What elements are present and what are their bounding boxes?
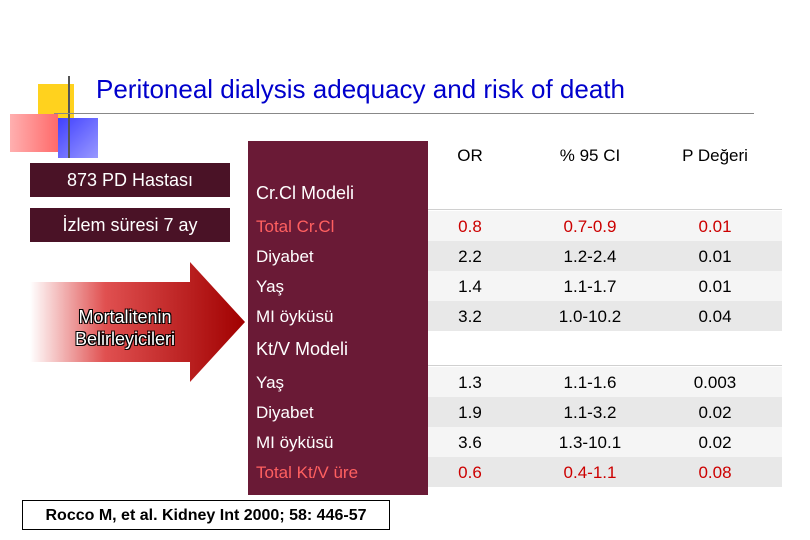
column-header: % 95 CI (559, 146, 621, 165)
table-row (428, 271, 782, 301)
row-label: Yaş (256, 373, 285, 392)
title-underline (54, 113, 754, 114)
table-row (428, 397, 782, 427)
cell-ci: 1.1-1.6 (563, 373, 617, 392)
decor-blue-square (58, 118, 98, 158)
table-row (428, 241, 782, 271)
cell-p: 0.01 (698, 217, 732, 236)
cell-p: 0.04 (698, 307, 732, 326)
arrow-label-line2: Belirleyicileri (74, 329, 176, 349)
cell-or: 3.2 (458, 307, 482, 326)
patient-count-box: 873 PD Hastası (30, 163, 230, 197)
row-label: Diyabet (256, 403, 314, 422)
cell-p: 0.01 (698, 247, 732, 266)
decor-vertical-line (68, 76, 70, 158)
table-row (428, 211, 782, 241)
row-label: Yaş (256, 277, 285, 296)
arrow-icon (30, 262, 245, 382)
table-row (428, 367, 782, 397)
cell-ci: 1.3-10.1 (558, 433, 622, 452)
row-label: MI öyküsü (256, 307, 334, 326)
table-row (428, 301, 782, 331)
row-label: Total Cr.Cl (256, 217, 335, 236)
cell-ci: 1.2-2.4 (563, 247, 617, 266)
cell-or: 1.4 (458, 277, 482, 296)
cell-or: 1.3 (458, 373, 482, 392)
cell-p: 0.01 (698, 277, 732, 296)
model-header: Cr.Cl Modeli (248, 177, 428, 209)
followup-box: İzlem süresi 7 ay (30, 208, 230, 242)
model-header: Kt/V Modeli (248, 333, 428, 365)
decor-pink-square (10, 114, 58, 152)
cell-p: 0.02 (698, 433, 732, 452)
cell-p: 0.02 (698, 403, 732, 422)
column-header: P Değeri (682, 146, 748, 165)
row-label: Total Kt/V üre (256, 463, 359, 482)
table-row (428, 457, 782, 487)
cell-ci: 1.1-1.7 (563, 277, 617, 296)
model-band (428, 333, 782, 366)
cell-or: 0.6 (458, 463, 482, 482)
cell-ci: 0.7-0.9 (563, 217, 617, 236)
citation: Rocco M, et al. Kidney Int 2000; 58: 446… (22, 500, 390, 530)
arrow-label-line1: Mortalitenin (78, 307, 172, 327)
cell-p: 0.003 (693, 373, 737, 392)
cell-ci: 1.0-10.2 (558, 307, 622, 326)
cell-p: 0.08 (698, 463, 732, 482)
cell-or: 2.2 (458, 247, 482, 266)
cell-ci: 1.1-3.2 (563, 403, 617, 422)
cell-or: 3.6 (458, 433, 482, 452)
arrow-label: Mortalitenin Belirleyicileri (40, 306, 210, 350)
cell-ci: 0.4-1.1 (563, 463, 617, 482)
row-label: Diyabet (256, 247, 314, 266)
cell-or: 0.8 (458, 217, 482, 236)
model-band (428, 177, 782, 210)
row-label: MI öyküsü (256, 433, 334, 452)
column-header: OR (457, 146, 483, 165)
cell-or: 1.9 (458, 403, 482, 422)
table-row (428, 427, 782, 457)
slide-title: Peritoneal dialysis adequacy and risk of… (96, 74, 625, 104)
